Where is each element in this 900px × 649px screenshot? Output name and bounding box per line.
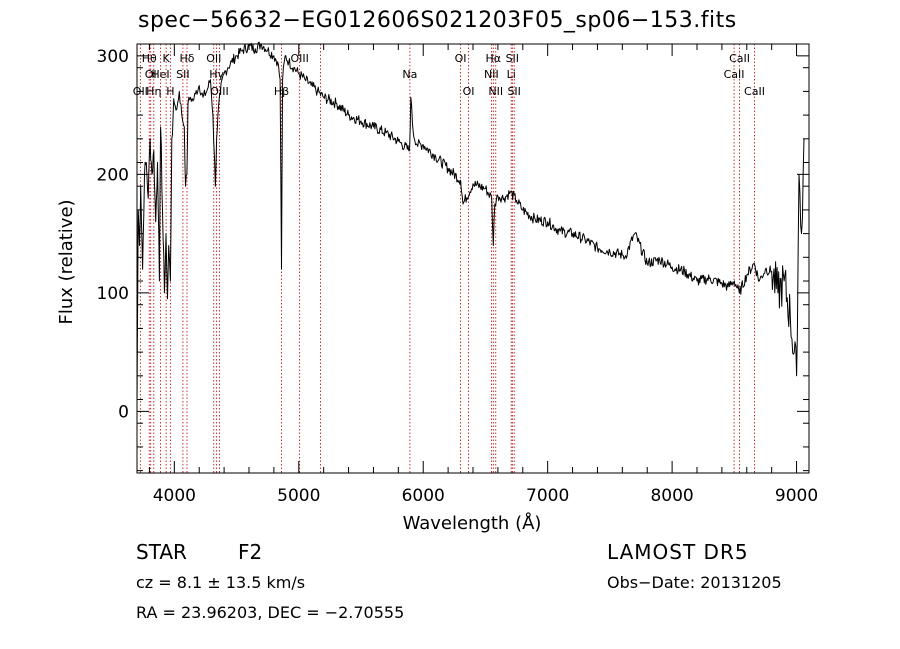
line-label-7: SII [176,68,189,81]
axis-ticks: 4000 5000 6000 7000 8000 9000 0 100 200 300 [97,44,818,506]
line-label-6: Hδ [180,52,195,65]
line-label-4: HeI [151,68,169,81]
x-tick-label: 7000 [526,486,569,506]
line-label-3: K [163,52,171,65]
x-axis-label: Wavelength (Å) [403,512,542,534]
object-class: STAR [136,540,187,564]
spectrum-line [136,41,805,406]
line-label-5: Hη [146,85,161,98]
y-axis-label: Flux (relative) [56,199,77,324]
line-label-11: OIII [210,85,228,98]
line-label-25: CaII [724,68,745,81]
x-tick-label: 5000 [277,486,320,506]
line-label-9: OII [206,52,221,65]
line-label-13: Hβ [274,85,289,98]
x-tick-label: 9000 [775,486,818,506]
line-label-15: Na [402,68,417,81]
line-label-20: NII [488,85,503,98]
y-tick-label: 200 [97,165,129,185]
line-label-1: OI [145,68,157,81]
line-label-24: CaII [729,52,750,65]
x-tick-label: 8000 [650,486,693,506]
spectral-line-labels: HθOIOIIKHeIHηHδSIIHOIIHγOIIIOIIIHβNaOIOI… [133,52,765,98]
line-label-21: SII [506,52,519,65]
redshift-value: cz = 8.1 ± 13.5 km/s [136,573,306,592]
line-label-8: H [166,85,174,98]
line-label-18: Hα [486,52,502,65]
line-label-16: OI [455,52,467,65]
chart-title: spec−56632−EG012606S021203F05_sp06−153.f… [138,8,737,33]
observation-date: Obs−Date: 20131205 [607,573,782,592]
line-label-10: Hγ [209,68,224,81]
line-label-12: OIII [290,52,308,65]
line-label-19: NII [484,68,499,81]
y-tick-label: 0 [118,402,129,422]
line-label-17: OI [463,85,475,98]
x-tick-label: 4000 [153,486,196,506]
line-label-2: OII [133,85,148,98]
y-tick-label: 100 [97,284,129,304]
coordinates: RA = 23.96203, DEC = −2.70555 [136,603,405,622]
spectrum-series [136,41,805,406]
x-tick-label: 6000 [402,486,445,506]
survey-name: LAMOST DR5 [607,540,749,564]
y-tick-label: 300 [97,47,129,67]
object-subclass: F2 [238,540,263,564]
line-label-0: Hθ [142,52,157,65]
line-label-23: SII [507,85,520,98]
plot-frame [136,43,810,474]
line-label-26: CaII [744,85,765,98]
line-label-22: Li [507,68,516,81]
